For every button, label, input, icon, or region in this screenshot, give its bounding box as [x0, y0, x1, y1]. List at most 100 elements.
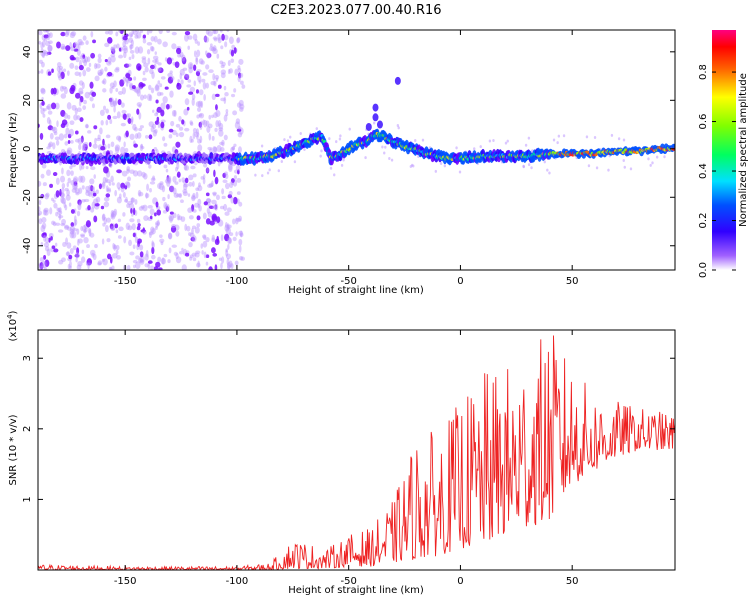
- spectrogram-mark: [195, 250, 201, 255]
- spectrogram-mark: [100, 119, 104, 126]
- spectrogram-mark: [65, 251, 70, 256]
- spectrogram-mark: [156, 219, 160, 227]
- spectrogram-mark: [184, 73, 188, 78]
- spectrogram-mark: [144, 66, 149, 73]
- spectrogram-mark: [238, 245, 242, 253]
- spectrogram-mark: [587, 164, 591, 168]
- spectrogram-mark: [97, 134, 101, 140]
- spectrogram-mark: [196, 128, 199, 136]
- spectrogram-mark: [208, 205, 214, 209]
- spectrogram-mark: [132, 264, 136, 269]
- spectrogram-mark: [159, 234, 163, 238]
- spectrogram-mark: [171, 43, 177, 50]
- spectrogram-mark: [238, 126, 242, 130]
- spectrogram-mark: [198, 121, 203, 128]
- spectrogram-mark: [236, 191, 241, 195]
- spectrogram-mark: [193, 80, 197, 87]
- spectrogram-mark: [176, 82, 180, 87]
- spectrogram-mark: [103, 217, 108, 225]
- spectrogram-mark: [105, 119, 109, 126]
- spectrogram-mark: [162, 41, 168, 48]
- spectrogram-mark: [121, 170, 128, 177]
- spectrogram-mark: [97, 262, 102, 266]
- spectrogram-mark: [76, 115, 81, 120]
- spectrogram-mark: [126, 176, 132, 182]
- spectrogram-mark: [214, 203, 219, 211]
- spectrogram-mark: [188, 241, 193, 248]
- spectrogram-mark: [212, 191, 217, 196]
- spectrogram-mark: [157, 67, 164, 74]
- spectrogram-mark: [80, 226, 84, 232]
- spectrogram-mark: [117, 90, 123, 96]
- spectrogram-mark: [51, 197, 54, 202]
- spectrogram-mark: [89, 232, 95, 238]
- spectrogram-mark: [79, 163, 83, 171]
- spectrogram-mark: [65, 194, 71, 201]
- spectrogram-mark: [178, 126, 184, 131]
- spectrogram-mark: [174, 181, 179, 185]
- spectrogram-mark: [142, 38, 147, 44]
- spectrogram-mark: [220, 45, 224, 50]
- spectrogram-mark: [329, 166, 333, 170]
- spectrogram-mark: [60, 175, 66, 183]
- spectrogram-mark: [199, 135, 203, 144]
- spectrogram-mark: [137, 189, 142, 197]
- spectrogram-mark: [106, 238, 111, 243]
- spectrogram-mark: [527, 163, 531, 167]
- spectrogram-mark: [169, 211, 174, 215]
- spectrogram-mark: [86, 258, 93, 266]
- spectrogram-mark: [92, 192, 97, 197]
- spectrogram-mark: [198, 113, 203, 117]
- spectrogram-mark: [65, 30, 70, 36]
- spectrogram-mark: [117, 218, 122, 223]
- spectrogram-mark: [86, 56, 91, 63]
- spectrogram-mark: [115, 66, 120, 71]
- spectrogram-mark: [73, 41, 78, 47]
- spectrogram-mark: [108, 266, 112, 270]
- spectrogram-mark: [60, 109, 66, 117]
- spectrogram-mark: [238, 230, 244, 236]
- spectrogram-mark: [80, 175, 86, 183]
- spectrogram-mark: [227, 194, 233, 199]
- spectrogram-mark: [142, 77, 147, 81]
- spectrogram-mark: [113, 208, 118, 216]
- spectrogram-mark: [111, 85, 115, 90]
- spectrogram-mark: [191, 181, 195, 187]
- spectrogram-mark: [70, 170, 74, 176]
- spectrogram-mark: [116, 196, 122, 204]
- spectrogram-mark: [61, 218, 66, 226]
- spectrogram-mark: [232, 110, 238, 116]
- spectrogram-mark: [224, 171, 228, 176]
- spectrogram-mark: [196, 69, 202, 73]
- spectrogram-mark: [44, 237, 50, 244]
- spectrogram-mark: [254, 173, 257, 177]
- spectrogram-mark: [215, 109, 221, 118]
- spectrogram-mark: [234, 217, 239, 225]
- spectrogram-mark: [214, 176, 219, 185]
- spectrogram-mark: [101, 238, 105, 245]
- spectrogram-mark: [66, 102, 72, 110]
- spectrogram-mark: [208, 69, 214, 74]
- spectrogram-mark: [41, 61, 45, 68]
- spectrogram-mark: [207, 123, 213, 129]
- spectrogram-mark: [90, 31, 94, 38]
- spectrogram-mark: [102, 176, 107, 184]
- spectrogram-mark: [57, 70, 61, 79]
- spectrogram-mark: [110, 55, 116, 63]
- spectrogram-mark: [212, 252, 218, 257]
- colorbar-tick-label: 0.8: [698, 64, 709, 80]
- spectrogram-mark: [184, 98, 190, 106]
- spectrogram-mark: [214, 238, 220, 245]
- spectrogram-mark: [215, 77, 219, 82]
- spectrogram-mark: [136, 102, 143, 107]
- spectrogram-mark: [100, 145, 106, 151]
- spectrogram-mark: [504, 141, 508, 145]
- x-tick-label: 50: [566, 276, 579, 287]
- spectrogram-mark: [76, 247, 80, 255]
- spectrogram-mark: [221, 188, 225, 195]
- spectrogram-mark: [66, 226, 72, 231]
- spectrogram-mark: [172, 187, 177, 195]
- spectrogram-mark: [220, 69, 227, 75]
- spectrogram-mark: [198, 80, 202, 84]
